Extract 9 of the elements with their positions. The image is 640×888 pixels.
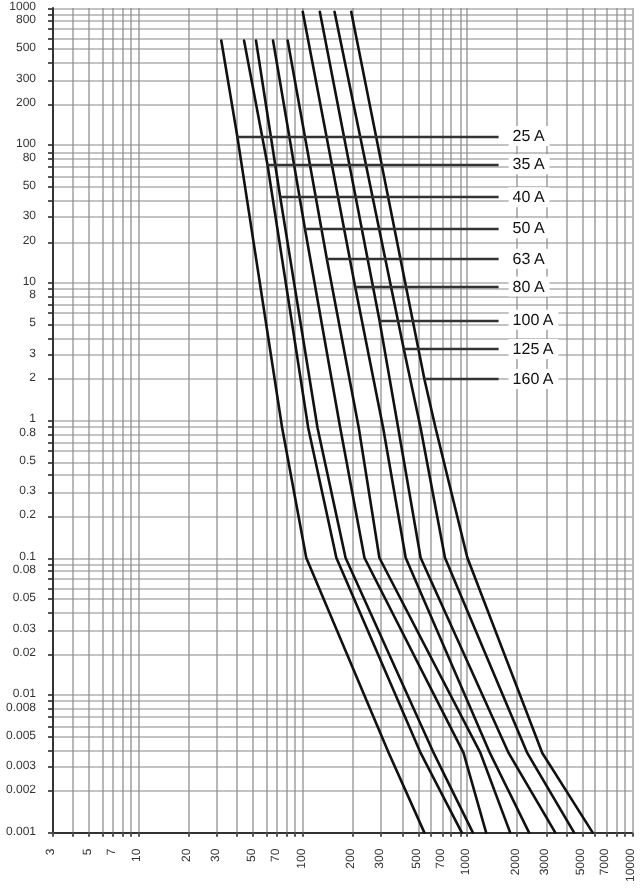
- annotation: 160 A: [512, 369, 555, 388]
- annotation: 40 A: [512, 188, 546, 207]
- annotation: 25 A: [512, 127, 546, 146]
- annotation: 80 A: [512, 277, 546, 296]
- annotation: 63 A: [512, 249, 546, 268]
- annotation: 35 A: [512, 155, 546, 174]
- annotation: 50 A: [512, 219, 546, 238]
- annotation: 125 A: [512, 340, 555, 359]
- annotation: 100 A: [512, 310, 555, 329]
